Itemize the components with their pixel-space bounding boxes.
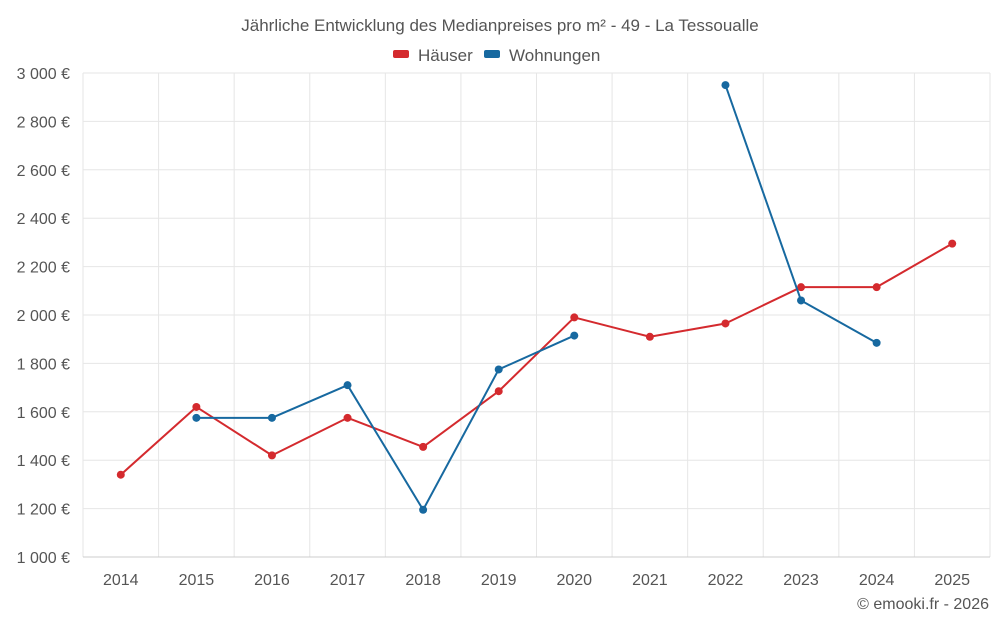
x-tick-label: 2015: [179, 572, 215, 589]
x-tick-label: 2016: [254, 572, 290, 589]
data-point-wohnungen[interactable]: [494, 365, 503, 374]
data-point-wohnungen[interactable]: [797, 296, 806, 305]
x-tick-label: 2021: [632, 572, 668, 589]
data-point-haeuser[interactable]: [948, 239, 957, 248]
legend-label-haeuser: Häuser: [418, 46, 473, 65]
y-axis: 1 000 € 1 200 € 1 400 € 1 600 € 1 800 € 2 000…: [17, 66, 70, 567]
y-tick-label: 2 800 €: [17, 114, 70, 131]
data-point-haeuser[interactable]: [570, 313, 579, 322]
x-tick-label: 2022: [708, 572, 744, 589]
x-tick-label: 2017: [330, 572, 366, 589]
chart-title: Jährliche Entwicklung des Medianpreises …: [241, 16, 759, 35]
x-tick-label: 2018: [405, 572, 441, 589]
series-haeuser: [116, 239, 957, 479]
data-point-wohnungen[interactable]: [872, 338, 881, 347]
series: [116, 81, 957, 514]
data-point-haeuser[interactable]: [116, 470, 125, 479]
x-tick-label: 2023: [783, 572, 819, 589]
y-tick-label: 2 600 €: [17, 163, 70, 180]
x-tick-label: 2019: [481, 572, 517, 589]
y-tick-label: 3 000 €: [17, 66, 70, 83]
data-point-haeuser[interactable]: [419, 442, 428, 451]
credit-label: © emooki.fr - 2026: [857, 596, 989, 613]
data-point-wohnungen[interactable]: [419, 505, 428, 514]
y-tick-label: 2 400 €: [17, 211, 70, 228]
data-point-haeuser[interactable]: [645, 332, 654, 341]
x-tick-label: 2024: [859, 572, 895, 589]
y-tick-label: 1 600 €: [17, 405, 70, 422]
series-wohnungen: [192, 81, 881, 514]
legend-item-haeuser[interactable]: Häuser: [393, 46, 473, 65]
data-point-wohnungen[interactable]: [721, 81, 730, 90]
data-point-haeuser[interactable]: [343, 413, 352, 422]
y-tick-label: 2 200 €: [17, 260, 70, 277]
y-tick-label: 1 400 €: [17, 453, 70, 470]
x-tick-label: 2025: [934, 572, 970, 589]
data-point-wohnungen[interactable]: [192, 413, 201, 422]
data-point-wohnungen[interactable]: [570, 331, 579, 340]
x-tick-label: 2014: [103, 572, 139, 589]
legend-swatch-wohnungen: [484, 50, 500, 58]
y-tick-label: 1 000 €: [17, 550, 70, 567]
data-point-haeuser[interactable]: [267, 451, 276, 460]
legend: Häuser Wohnungen: [393, 46, 600, 65]
legend-item-wohnungen[interactable]: Wohnungen: [484, 46, 600, 65]
y-tick-label: 2 000 €: [17, 308, 70, 325]
data-point-haeuser[interactable]: [494, 387, 503, 396]
data-point-wohnungen[interactable]: [343, 381, 352, 390]
grid: [82, 72, 991, 558]
legend-label-wohnungen: Wohnungen: [509, 46, 600, 65]
series-line-haeuser: [120, 242, 953, 476]
y-tick-label: 1 800 €: [17, 356, 70, 373]
data-point-wohnungen[interactable]: [267, 413, 276, 422]
data-point-haeuser[interactable]: [192, 402, 201, 411]
series-line-wohnungen: [196, 334, 575, 511]
data-point-haeuser[interactable]: [797, 283, 806, 292]
legend-swatch-haeuser: [393, 50, 409, 58]
x-axis: 2014 2015 2016 2017 2018 2019 2020 2021 2022 2023…: [83, 556, 990, 589]
data-point-haeuser[interactable]: [872, 283, 881, 292]
data-point-haeuser[interactable]: [721, 319, 730, 328]
x-tick-label: 2020: [556, 572, 592, 589]
y-tick-label: 1 200 €: [17, 502, 70, 519]
